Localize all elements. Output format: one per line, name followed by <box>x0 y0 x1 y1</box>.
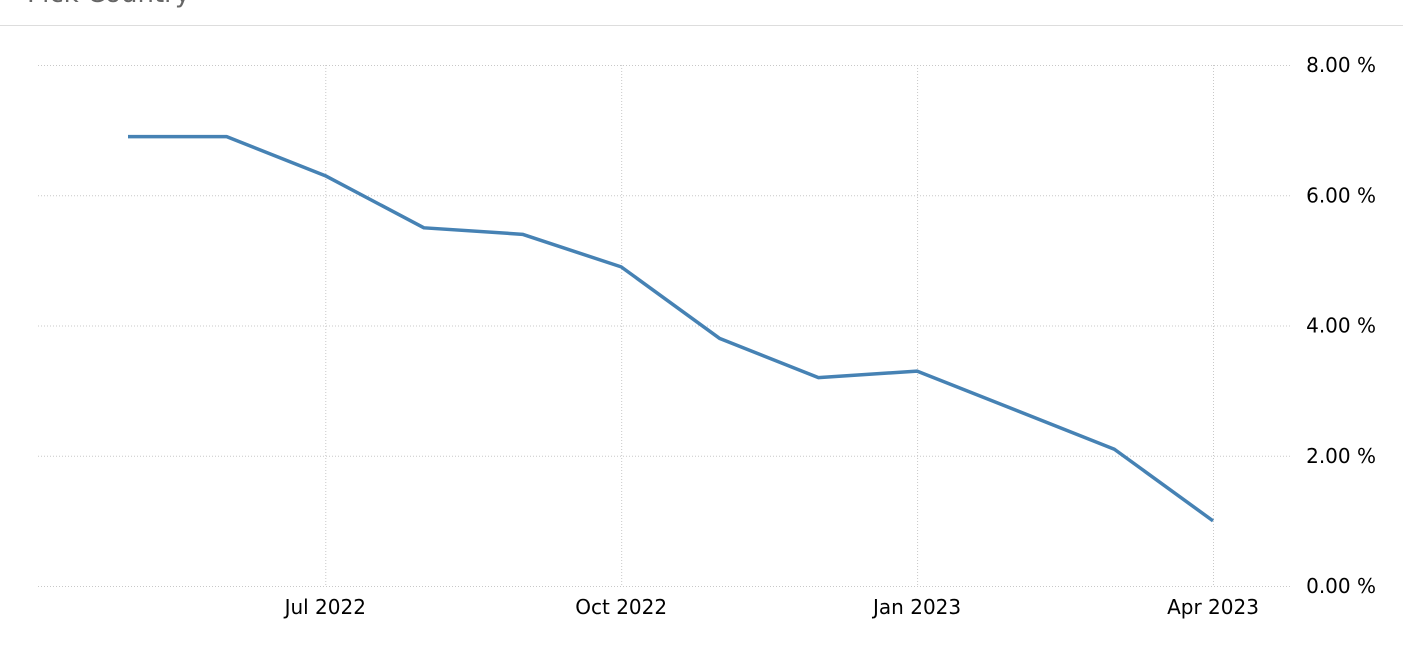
y-tick-label: 4.00 % <box>1306 314 1376 338</box>
x-tick-label: Jul 2022 <box>283 595 366 619</box>
country-picker[interactable]: Pick Country <box>27 0 190 9</box>
line <box>128 134 1215 523</box>
x-tick-label: Jan 2023 <box>871 595 961 619</box>
x-tick-label: Oct 2022 <box>575 595 667 619</box>
y-tick-label: 8.00 % <box>1306 53 1376 77</box>
y-tick-label: 0.00 % <box>1306 574 1376 598</box>
x-tick-label: Apr 2023 <box>1167 595 1259 619</box>
y-tick-label: 6.00 % <box>1306 183 1376 207</box>
y-tick-label: 2.00 % <box>1306 444 1376 468</box>
